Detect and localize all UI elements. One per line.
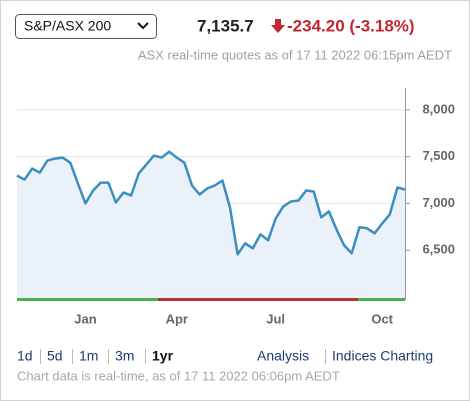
indices-link[interactable]: Indices Charting <box>332 348 433 364</box>
y-tick-label: 7,000 <box>422 195 455 210</box>
select-chevron <box>137 22 149 30</box>
range-option[interactable]: 1yr <box>152 348 174 364</box>
y-tick-label: 7,500 <box>422 148 455 163</box>
y-tick-label: 6,500 <box>422 242 455 257</box>
session-bar <box>17 298 158 301</box>
session-bar <box>158 298 358 301</box>
select-label[interactable]: S&P/ASX 200 <box>24 18 111 34</box>
price-change: -234.20 (-3.18%) <box>287 16 415 35</box>
x-tick-label: Oct <box>371 311 393 326</box>
range-option[interactable]: 1d <box>17 348 33 364</box>
quote-time: ASX real-time quotes as of 17 11 2022 06… <box>138 47 452 62</box>
select-box[interactable] <box>15 14 157 39</box>
session-bar <box>358 298 405 301</box>
range-option[interactable]: 3m <box>115 348 134 364</box>
analysis-link[interactable]: Analysis <box>257 348 309 364</box>
x-tick-label: Jul <box>266 311 285 326</box>
price-line <box>16 150 406 256</box>
price: 7,135.7 <box>197 16 254 35</box>
range-option[interactable]: 1m <box>79 348 98 364</box>
range-option[interactable]: 5d <box>47 348 63 364</box>
footer-note: Chart data is real-time, as of 17 11 202… <box>17 368 340 383</box>
plot: 6,500 7,000 7,500 8,000 Jan Apr Jul Oct <box>16 88 455 326</box>
range-selector: 1d 5d 1m 3m 1yr <box>17 348 174 364</box>
y-tick-label: 8,000 <box>422 101 455 116</box>
index-select[interactable]: S&P/ASX 200 <box>15 14 157 39</box>
down-arrow <box>271 19 285 33</box>
x-tick-label: Jan <box>74 311 96 326</box>
area-fill <box>17 151 405 300</box>
x-tick-label: Apr <box>166 311 188 326</box>
